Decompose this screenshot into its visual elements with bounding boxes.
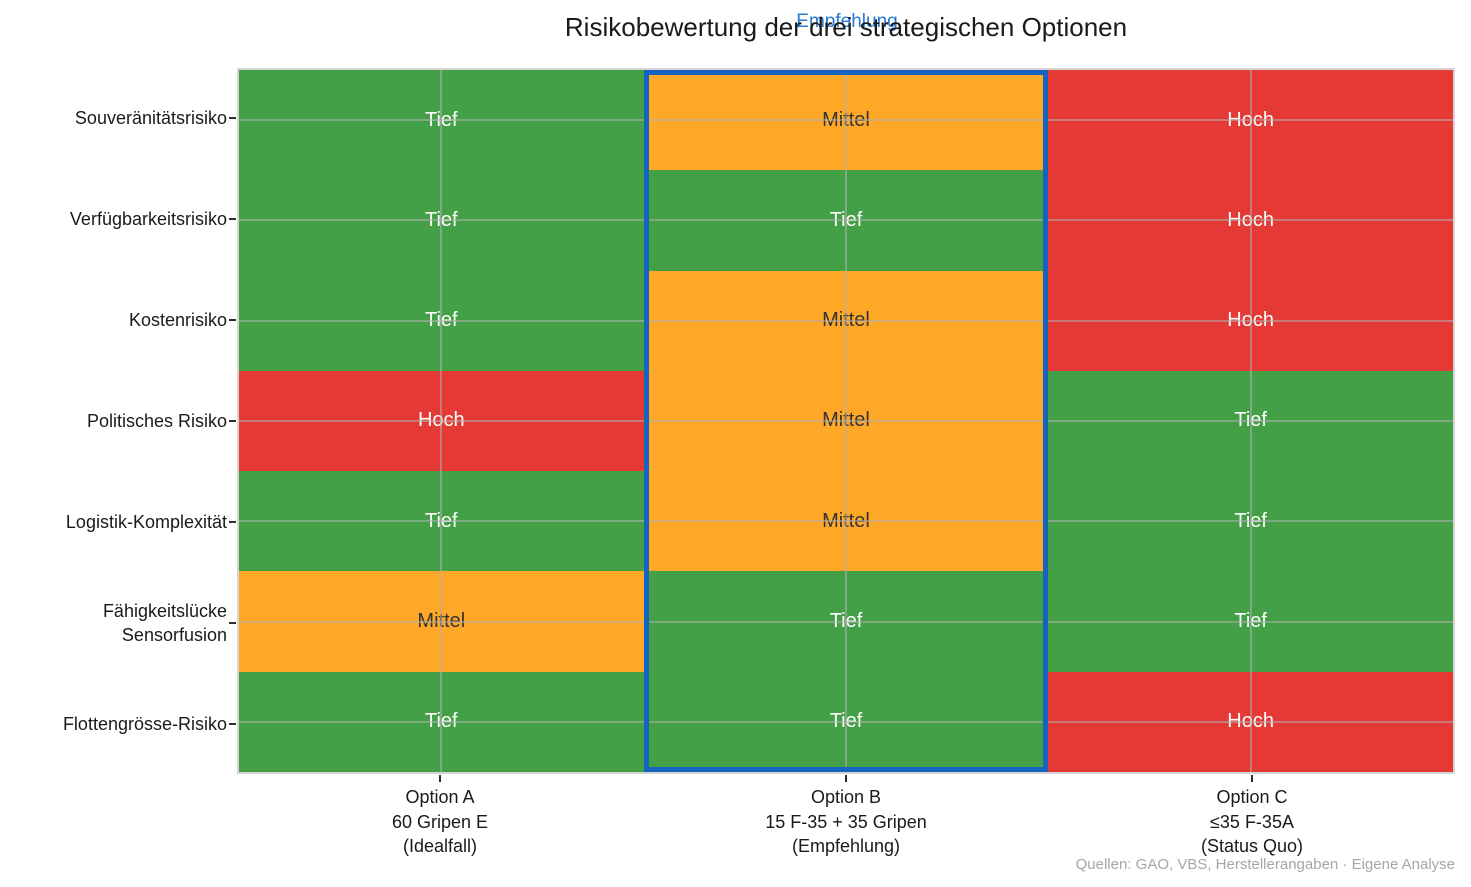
- cell-value-label: Tief: [1234, 610, 1267, 633]
- row-label: Verfügbarkeitsrisiko: [69, 209, 227, 230]
- cell-value-label: Tief: [1234, 409, 1267, 432]
- heatmap-cell: Tief: [643, 571, 1049, 672]
- column-label: Option C ≤35 F-35A (Status Quo): [1200, 787, 1304, 856]
- heatmap-cell: Tief: [239, 270, 644, 371]
- row-label: Fähigkeitslücke Sensorfusion: [102, 600, 227, 645]
- cell-value-label: Tief: [425, 108, 458, 131]
- cell-value-label: Tief: [425, 208, 458, 231]
- row-label: Kostenrisiko: [128, 310, 227, 331]
- heatmap-cell: Mittel: [643, 370, 1049, 472]
- cell-value-label: Tief: [425, 309, 458, 332]
- cell-value-label: Hoch: [1227, 710, 1274, 733]
- cell-value-label: Mittel: [417, 610, 466, 633]
- heatmap-cell: Tief: [239, 170, 644, 271]
- axis-tick: [229, 621, 236, 624]
- cell-value-label: Hoch: [417, 409, 465, 432]
- axis-tick: [439, 775, 441, 782]
- cell-value-label: Tief: [829, 208, 863, 231]
- cell-value-label: Tief: [425, 509, 458, 532]
- heatmap-cell: Tief: [643, 170, 1049, 271]
- cell-value-label: Mittel: [822, 108, 870, 131]
- heatmap-cell: Hoch: [1048, 170, 1453, 271]
- row-label: Politisches Risiko: [86, 411, 227, 431]
- axis-tick: [229, 319, 236, 322]
- row-label: Flottengrösse-Risiko: [62, 713, 227, 734]
- heatmap-cell: Mittel: [643, 70, 1049, 171]
- axis-tick: [229, 420, 236, 422]
- axis-tick: [229, 218, 236, 221]
- heatmap-cell: Tief: [1048, 571, 1453, 672]
- heatmap-cell: Tief: [239, 471, 644, 572]
- axis-tick: [1251, 775, 1253, 782]
- row-label: Souveränitätsrisiko: [74, 108, 227, 129]
- recommendation-annotation: Empfehlung: [796, 11, 898, 32]
- row-label: Logistik-Komplexität: [65, 511, 227, 532]
- cell-value-label: Tief: [829, 610, 863, 633]
- axis-tick: [229, 520, 236, 523]
- heatmap-cell: Tief: [643, 671, 1049, 772]
- heatmap-cell: Tief: [1048, 370, 1453, 472]
- source-note: Quellen: GAO, VBS, Herstellerangaben · E…: [1075, 856, 1455, 873]
- cell-value-label: Tief: [1234, 509, 1267, 532]
- axis-tick: [229, 722, 236, 725]
- heatmap-cell: Hoch: [1048, 270, 1453, 371]
- heatmap-cell: Mittel: [643, 270, 1049, 371]
- column-label: Option A 60 Gripen E (Idealfall): [391, 787, 489, 856]
- cell-value-label: Tief: [425, 710, 458, 733]
- heatmap-cell: Tief: [239, 70, 644, 171]
- heatmap-cell: Hoch: [1048, 671, 1453, 772]
- heatmap-cell: Mittel: [239, 571, 644, 672]
- axis-tick: [845, 775, 847, 782]
- cell-value-label: Hoch: [1227, 208, 1274, 231]
- axis-tick: [229, 117, 236, 120]
- cell-value-label: Hoch: [1227, 309, 1274, 332]
- heatmap-cell: Hoch: [1048, 70, 1453, 171]
- heatmap-cell: Tief: [1048, 471, 1453, 572]
- heatmap-plot-area: Tief Mittel Hoch Tief Tief Hoch Tief Mittel Hoch…: [237, 68, 1455, 774]
- cell-value-label: Hoch: [1227, 108, 1274, 131]
- column-label: Option B 15 F-35 + 35 Gripen (Empfehlung…: [765, 787, 927, 856]
- cell-value-label: Mittel: [822, 409, 870, 432]
- heatmap-cell: Mittel: [643, 471, 1049, 572]
- cell-value-label: Mittel: [822, 309, 870, 332]
- heatmap-cell: Tief: [239, 671, 644, 772]
- heatmap-cell: Hoch: [239, 370, 644, 472]
- heatmap-grid: Tief Mittel Hoch Tief Tief Hoch Tief Mittel Hoch…: [239, 70, 1453, 772]
- cell-value-label: Tief: [829, 710, 863, 733]
- cell-value-label: Mittel: [822, 509, 870, 532]
- chart-title: Risikobewertung der drei strategischen O…: [564, 12, 1128, 42]
